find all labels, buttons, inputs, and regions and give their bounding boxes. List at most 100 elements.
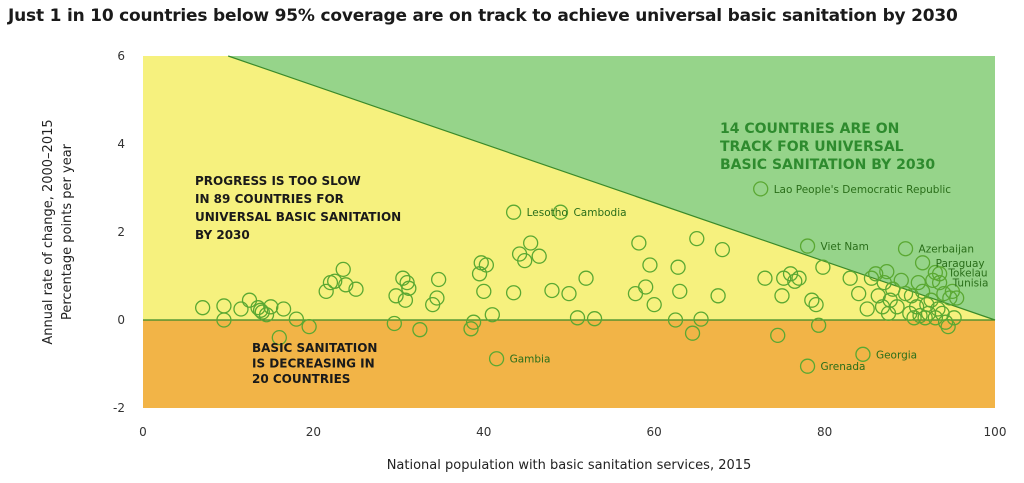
data-point <box>478 257 495 273</box>
data-point <box>397 292 414 308</box>
data-points <box>194 181 965 374</box>
point-label: Lesotho <box>527 207 568 219</box>
data-point <box>804 292 820 308</box>
data-point <box>505 285 522 301</box>
data-point-labeled <box>931 274 948 291</box>
y-tick-label: 0 <box>117 313 125 327</box>
x-tick-label: 100 <box>984 425 1007 439</box>
x-tick-label: 80 <box>817 425 832 439</box>
data-point <box>791 270 807 286</box>
x-tick-label: 20 <box>306 425 321 439</box>
y-axis-label-line: Percentage points per year <box>60 143 75 320</box>
decreasing-annotation: BASIC SANITATION IS DECREASING IN 20 COUNT… <box>252 341 377 386</box>
labels: Lesotho Cambodia Lao People's Democratic R… <box>195 121 988 386</box>
y-axis-label-line: Annual rate of change, 2000–2015 <box>41 119 56 344</box>
data-point <box>216 312 232 328</box>
data-point <box>388 288 404 304</box>
data-point <box>693 311 709 327</box>
data-point <box>667 312 684 328</box>
on-track-annotation: 14 COUNTRIES ARE ON TRACK FOR UNIVERSAL BA… <box>720 121 935 173</box>
data-point-labeled <box>488 351 505 367</box>
point-label: Grenada <box>821 361 866 373</box>
x-tick-label: 0 <box>139 425 147 439</box>
data-point <box>710 288 726 304</box>
data-point <box>714 241 731 258</box>
data-point <box>544 282 560 299</box>
too-slow-annotation-line: PROGRESS IS TOO SLOW <box>195 174 361 188</box>
data-point <box>908 299 925 315</box>
data-point <box>684 325 701 341</box>
data-point-labeled <box>505 204 522 220</box>
y-tick-label: 6 <box>117 49 125 63</box>
data-point <box>642 257 658 273</box>
data-point <box>569 310 586 326</box>
data-point <box>910 274 926 291</box>
data-point <box>689 230 705 247</box>
data-point <box>429 290 445 306</box>
y-axis-label: Annual rate of change, 2000–2015 Percenta… <box>41 119 75 344</box>
data-point <box>254 304 270 320</box>
zones <box>143 55 996 408</box>
decreasing-annotation-line: BASIC SANITATION <box>252 341 377 355</box>
chart-title: Just 1 in 10 countries below 95% coverag… <box>8 6 958 26</box>
decreasing-annotation-line: IS DECREASING IN <box>252 357 375 371</box>
data-point <box>770 327 786 344</box>
data-point <box>476 283 492 300</box>
data-point <box>851 285 867 302</box>
x-tick-label: 40 <box>476 425 491 439</box>
data-point <box>386 315 402 332</box>
point-label: Lao People's Democratic Republic <box>774 184 952 196</box>
data-point <box>233 301 249 317</box>
decreasing-annotation-line: 20 COUNTRIES <box>252 372 350 386</box>
data-point <box>531 248 547 264</box>
data-point <box>327 273 343 289</box>
data-point <box>646 296 662 313</box>
data-point <box>638 279 654 295</box>
data-point <box>949 290 965 306</box>
y-tick-label: -2 <box>113 401 125 415</box>
data-point <box>815 259 831 275</box>
data-point <box>937 314 954 330</box>
on-track-threshold-line <box>228 55 996 321</box>
point-label: Gambia <box>510 354 551 366</box>
point-label: Azerbaijan <box>919 244 975 256</box>
on-track-annotation-line: BASIC SANITATION BY 2030 <box>720 157 935 173</box>
point-label: Paraguay <box>936 258 985 270</box>
data-point <box>586 311 603 327</box>
y-tick-label: 2 <box>117 225 125 239</box>
data-point <box>401 280 417 296</box>
data-point <box>412 322 428 338</box>
data-point <box>859 301 875 317</box>
data-point-labeled <box>897 241 914 257</box>
data-point <box>578 270 594 286</box>
data-point <box>275 301 292 317</box>
data-point <box>670 259 686 275</box>
data-point <box>301 318 317 335</box>
data-point <box>787 273 803 289</box>
too-slow-annotation: PROGRESS IS TOO SLOW IN 89 COUNTRIES FOR U… <box>195 174 401 242</box>
data-point <box>879 263 895 280</box>
data-point <box>868 266 884 282</box>
axes: 0 20 40 60 80 100 -2 0 2 4 6 National population wi… <box>41 49 1006 473</box>
data-point <box>194 300 211 316</box>
data-point-labeled <box>927 264 944 281</box>
data-point <box>942 290 958 306</box>
x-tick-label: 60 <box>647 425 662 439</box>
data-point <box>288 311 305 327</box>
data-point <box>348 281 364 297</box>
data-point <box>757 270 773 286</box>
point-label: Georgia <box>876 349 917 361</box>
data-point <box>465 314 482 330</box>
data-point <box>271 329 287 346</box>
data-point <box>318 283 334 300</box>
point-label: Viet Nam <box>821 241 869 253</box>
data-point <box>919 296 935 313</box>
data-point <box>930 301 946 317</box>
data-point <box>517 252 533 269</box>
data-point <box>430 271 447 288</box>
data-point <box>631 235 647 251</box>
data-point <box>335 261 351 278</box>
data-point <box>940 318 956 335</box>
on-track-annotation-line: 14 COUNTRIES ARE ON <box>720 121 899 137</box>
